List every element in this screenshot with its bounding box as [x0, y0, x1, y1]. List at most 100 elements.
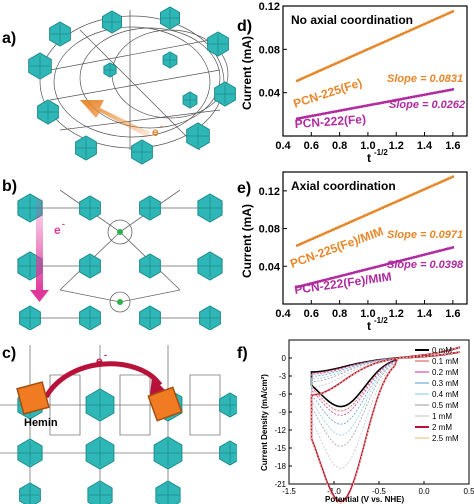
slope-label: Slope = 0.0398: [387, 259, 464, 271]
chart-d-series: PCN-225(Fe) Slope = 0.0831 PCN-222(Fe) Slop…: [292, 10, 465, 131]
electron-label-c: e: [96, 354, 103, 368]
chart-d-ylabel: Current (mA): [240, 36, 254, 110]
electron-label-a: e: [152, 125, 159, 139]
x-tick-label: 0.6: [304, 140, 319, 152]
legend-label: 0.5 mM: [432, 401, 459, 410]
chart-d-xlabel-sup: -1/2: [374, 148, 388, 157]
metal-cluster-group: [28, 6, 236, 165]
legend-label: 2 mM: [432, 423, 452, 432]
series-name-label: PCN-225(Fe): [292, 75, 364, 110]
panel-label-a: a): [2, 30, 17, 47]
y-tick-label: -6: [279, 390, 287, 399]
chart-f: 0 -3 -6 -9 -12 -15 -18 -21 -1.5 -1.0 -0.5 0.0 0.5 0…: [260, 339, 474, 504]
chart-f-ylabel: Current Density (mA/cm²): [260, 374, 269, 471]
legend-label: 0 mM: [432, 346, 452, 355]
chart-e-frame: [282, 171, 468, 305]
chart-f-legend: 0 mM 0.1 mM 0.2 mM 0.3 mM 0.4 mM 0.5 mM 1 mM 2 …: [415, 346, 459, 443]
panel-label-e: e): [237, 180, 252, 197]
panel-label-c: c): [2, 345, 17, 362]
x-tick-label: 1.2: [389, 308, 404, 320]
y-tick-label: 0.12: [259, 1, 280, 13]
x-tick-label: 0.8: [332, 308, 347, 320]
y-tick-label: -21: [274, 480, 286, 489]
series-name-label: PCN-222(Fe)/MIM: [293, 269, 392, 297]
metal-cluster-group: [17, 193, 223, 330]
slope-label: Slope = 0.0262: [389, 99, 465, 111]
electron-sup-a: -: [160, 121, 163, 131]
fit-line: [296, 246, 454, 289]
cv-curve: [311, 346, 461, 504]
panel-a-illustration: e -: [28, 6, 236, 165]
panel-label-d: d): [237, 18, 253, 35]
framework-lines: [0, 345, 237, 504]
chart-f-curves: [310, 346, 461, 504]
metal-cluster-group: [17, 388, 237, 504]
chart-d-yticks: 0.04 0.08 0.12: [259, 1, 287, 100]
legend-label: 0.4 mM: [432, 390, 459, 399]
x-tick-label: 1.2: [389, 140, 404, 152]
panel-label-f: f): [237, 345, 248, 362]
y-tick-label: 0.08: [259, 224, 280, 236]
electron-label-b: e: [54, 223, 61, 237]
x-tick-label: 0.0: [418, 487, 430, 496]
fe-centers: [117, 229, 123, 305]
x-tick-label: 1.4: [417, 140, 433, 152]
chart-e-xticks: 0.4 0.6 0.8 1.0 1.2 1.4 1.6: [275, 300, 460, 320]
chart-d-xlabel: t: [367, 151, 371, 165]
chart-e-xlabel: t: [367, 319, 371, 333]
hemin-label: Hemin: [24, 417, 58, 429]
y-tick-label: 0.08: [259, 44, 280, 56]
x-tick-label: -1.0: [327, 487, 341, 496]
electron-hop-arrow: [43, 361, 163, 399]
y-tick-label: 0.04: [259, 261, 281, 273]
electron-sup-b: -: [62, 219, 65, 229]
y-tick-label: 0: [282, 354, 287, 363]
legend-label: 0.3 mM: [432, 379, 459, 388]
chart-e-title: Axial coordination: [291, 179, 396, 193]
hemin-square-left: [16, 381, 50, 415]
x-tick-label: 0.8: [332, 140, 347, 152]
legend-label: 2.5 mM: [432, 434, 459, 443]
fit-line: [296, 175, 454, 247]
hemin-square-right: [147, 386, 183, 422]
legend-label: 0.1 mM: [432, 357, 459, 366]
x-tick-label: -0.5: [372, 487, 386, 496]
electron-arrow-a: [80, 100, 150, 138]
legend-label: 0.2 mM: [432, 368, 459, 377]
y-tick-label: 0.04: [259, 88, 281, 100]
chart-f-xlabel: Potential (V vs. NHE): [325, 495, 404, 504]
x-tick-label: 1.6: [445, 140, 460, 152]
chart-d-frame: [282, 5, 468, 137]
y-tick-label: -12: [274, 426, 286, 435]
x-tick-label: 0.5: [463, 487, 474, 496]
slope-label: Slope = 0.0831: [387, 73, 463, 85]
panel-label-b: b): [2, 178, 18, 195]
fit-line: [296, 88, 454, 120]
chart-f-xticks: -1.5 -1.0 -0.5 0.0 0.5: [282, 481, 474, 496]
y-tick-label: -18: [274, 462, 286, 471]
x-tick-label: -1.5: [282, 487, 296, 496]
legend-label: 1 mM: [432, 412, 452, 421]
chart-e-series: PCN-225(Fe)/MIM Slope = 0.0971 PCN-222(Fe)…: [288, 175, 464, 297]
fit-line: [296, 10, 454, 82]
x-tick-label: 1.6: [445, 308, 460, 320]
x-tick-label: 1.0: [360, 140, 375, 152]
x-tick-label: 0.4: [275, 308, 291, 320]
series-name-label: PCN-225(Fe)/MIM: [288, 224, 385, 271]
x-tick-label: 0.6: [304, 308, 319, 320]
electron-arrow-b: [36, 198, 43, 293]
electron-arrowhead-b: [30, 290, 49, 302]
series-name-label: PCN-222(Fe): [294, 112, 366, 131]
panel-c-illustration: e - Hemin: [0, 345, 237, 504]
chart-e: Axial coordination 0.04 0.08 0.12 0.4 0.6 0.…: [240, 171, 468, 333]
y-tick-label: -9: [279, 408, 287, 417]
chart-e-xlabel-sup: -1/2: [374, 316, 388, 325]
chart-d-xticks: 0.4 0.6 0.8 1.0 1.2 1.4 1.6: [275, 132, 460, 152]
y-tick-label: -15: [274, 444, 286, 453]
slope-label: Slope = 0.0971: [387, 229, 463, 241]
y-tick-label: -3: [279, 372, 287, 381]
linker-network: [30, 189, 210, 319]
chart-e-ylabel: Current (mA): [240, 204, 254, 278]
y-tick-label: 0.12: [259, 186, 280, 198]
chart-d: No axial coordination 0.040.080.12 0.4 0.…: [240, 1, 468, 165]
